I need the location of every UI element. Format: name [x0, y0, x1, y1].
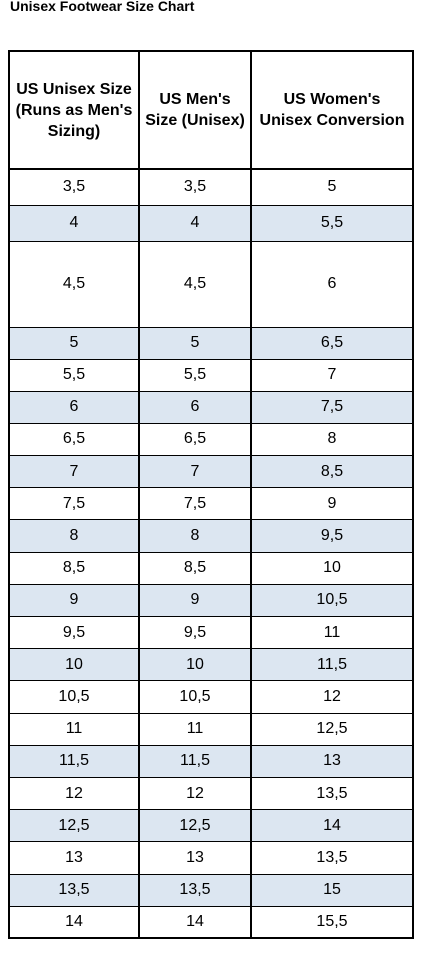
table-cell: 15,5 [250, 906, 414, 939]
table-cell: 13,5 [250, 841, 414, 875]
table-cell: 8,5 [250, 455, 414, 489]
table-body: 3,5 3,5 5 4 4 5,5 4,5 4,5 6 5 5 6,5 5,5 5,5 7 6 6 7,5 6,5 6… [8, 169, 414, 939]
table-cell: 13 [250, 745, 414, 778]
table-cell: 11 [250, 616, 414, 650]
table-row: 11 11 12,5 [8, 713, 414, 746]
table-cell: 10,5 [250, 584, 414, 618]
table-cell: 14 [138, 906, 252, 939]
table-cell: 12 [138, 777, 252, 811]
table-row: 8,5 8,5 10 [8, 552, 414, 585]
table-cell: 7,5 [8, 487, 140, 521]
table-row: 6 6 7,5 [8, 391, 414, 424]
table-cell: 9 [138, 584, 252, 618]
title: Unisex Footwear Size Chart [10, 0, 195, 14]
table-row: 13 13 13,5 [8, 841, 414, 875]
table-cell: 9,5 [8, 616, 140, 650]
table-row: 9 9 10,5 [8, 584, 414, 618]
table-cell: 5 [8, 327, 140, 360]
table-row: 9,5 9,5 11 [8, 616, 414, 650]
table-row: 4,5 4,5 6 [8, 241, 414, 328]
table-cell: 7,5 [138, 487, 252, 521]
table-cell: 6,5 [138, 423, 252, 457]
table-cell: 5,5 [8, 359, 140, 392]
table-cell: 8,5 [138, 552, 252, 585]
column-header: US Women's Unisex Conversion [250, 50, 414, 170]
table-cell: 9,5 [138, 616, 252, 650]
table-cell: 11 [138, 713, 252, 746]
table-row: 7 7 8,5 [8, 455, 414, 489]
table-cell: 6 [250, 241, 414, 328]
table-cell: 11,5 [250, 648, 414, 682]
table-cell: 13,5 [138, 874, 252, 907]
table-row: 3,5 3,5 5 [8, 169, 414, 206]
table-row: 6,5 6,5 8 [8, 423, 414, 457]
table-row: 14 14 15,5 [8, 906, 414, 939]
table-cell: 10,5 [138, 680, 252, 714]
table-cell: 3,5 [138, 169, 252, 206]
table-row: 12,5 12,5 14 [8, 809, 414, 843]
column-header: US Men's Size (Unisex) [138, 50, 252, 170]
table-cell: 5 [138, 327, 252, 360]
table-cell: 8 [138, 519, 252, 553]
size-table: US Unisex Size (Runs as Men's Sizing) US … [8, 50, 414, 940]
table-cell: 7 [8, 455, 140, 489]
table-row: 7,5 7,5 9 [8, 487, 414, 521]
table-row: 5 5 6,5 [8, 327, 414, 360]
table-cell: 13,5 [8, 874, 140, 907]
table-cell: 9 [8, 584, 140, 618]
table-cell: 12,5 [138, 809, 252, 843]
table-cell: 6,5 [250, 327, 414, 360]
table-cell: 9,5 [250, 519, 414, 553]
table-cell: 11 [8, 713, 140, 746]
table-cell: 10 [138, 648, 252, 682]
table-cell: 12,5 [8, 809, 140, 843]
table-cell: 4,5 [8, 241, 140, 328]
table-cell: 15 [250, 874, 414, 907]
column-header: US Unisex Size (Runs as Men's Sizing) [8, 50, 140, 170]
table-cell: 7 [250, 359, 414, 392]
table-cell: 7,5 [250, 391, 414, 424]
table-row: 13,5 13,5 15 [8, 874, 414, 907]
table-cell: 8,5 [8, 552, 140, 585]
table-cell: 13,5 [250, 777, 414, 811]
table-cell: 4 [138, 205, 252, 242]
table-cell: 10,5 [8, 680, 140, 714]
table-cell: 12,5 [250, 713, 414, 746]
table-cell: 9 [250, 487, 414, 521]
header-row: US Unisex Size (Runs as Men's Sizing) US … [8, 50, 414, 170]
table-cell: 12 [8, 777, 140, 811]
table-cell: 14 [250, 809, 414, 843]
table-cell: 4 [8, 205, 140, 242]
table-row: 12 12 13,5 [8, 777, 414, 811]
table-cell: 11,5 [138, 745, 252, 778]
table-cell: 6,5 [8, 423, 140, 457]
table-cell: 7 [138, 455, 252, 489]
table-cell: 4,5 [138, 241, 252, 328]
table-cell: 13 [138, 841, 252, 875]
table-row: 10 10 11,5 [8, 648, 414, 682]
table-cell: 6 [8, 391, 140, 424]
table-row: 5,5 5,5 7 [8, 359, 414, 392]
table-row: 11,5 11,5 13 [8, 745, 414, 778]
table-cell: 5,5 [250, 205, 414, 242]
table-row: 8 8 9,5 [8, 519, 414, 553]
table-cell: 10 [8, 648, 140, 682]
table-row: 4 4 5,5 [8, 205, 414, 242]
table-cell: 10 [250, 552, 414, 585]
table-cell: 3,5 [8, 169, 140, 206]
table-cell: 11,5 [8, 745, 140, 778]
table-cell: 13 [8, 841, 140, 875]
table-cell: 5 [250, 169, 414, 206]
table-cell: 14 [8, 906, 140, 939]
table-cell: 6 [138, 391, 252, 424]
table-cell: 12 [250, 680, 414, 714]
table-cell: 8 [250, 423, 414, 457]
table-cell: 5,5 [138, 359, 252, 392]
table-cell: 8 [8, 519, 140, 553]
table-row: 10,5 10,5 12 [8, 680, 414, 714]
